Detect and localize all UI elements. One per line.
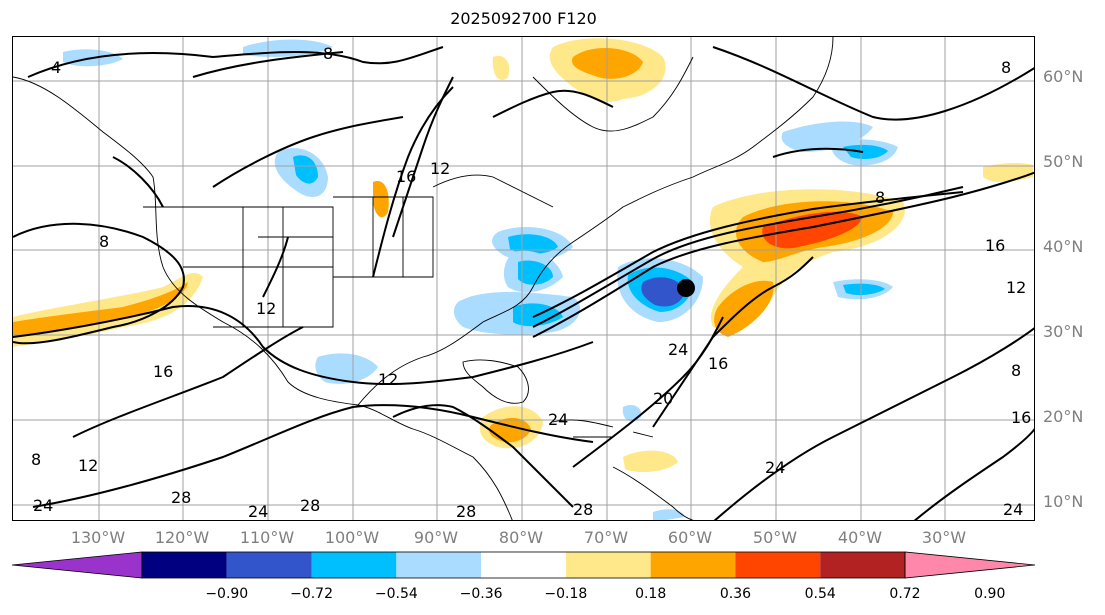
lon-label: 70°W [583, 528, 629, 547]
colorbar-extend-max [904, 551, 1036, 579]
contour-label: 8 [1001, 58, 1011, 77]
contour-label: 24 [33, 496, 53, 515]
colorbar-segment [735, 552, 821, 578]
contour-label: 16 [153, 362, 173, 381]
contour-label: 24 [668, 340, 688, 359]
lat-label: 50°N [1043, 152, 1084, 171]
colorbar-tick-label: 0.54 [804, 586, 836, 602]
contour-label: 28 [300, 496, 320, 515]
colorbar-tick-label: −0.54 [374, 586, 418, 602]
contour-label: 28 [171, 488, 191, 507]
contour-label: 12 [1006, 278, 1026, 297]
lon-label: 60°W [667, 528, 713, 547]
contour-label: 8 [99, 232, 109, 251]
lon-label: 90°W [413, 528, 459, 547]
contour-label: 8 [1011, 361, 1021, 380]
contour-label: 28 [573, 500, 593, 519]
contour-label: 24 [248, 502, 268, 521]
lon-label: 100°W [324, 528, 380, 547]
contour-label-group: 4 8 8 8 8 8 8 12 12 12 12 12 16 16 16 16… [31, 44, 1031, 521]
map-canvas: 4 8 8 8 8 8 8 12 12 12 12 12 16 16 16 16… [13, 37, 1034, 521]
colorbar-tick-label: −0.36 [459, 586, 503, 602]
lon-label: 130°W [70, 528, 126, 547]
contour-label: 12 [378, 370, 398, 389]
contour-label: 4 [51, 58, 61, 77]
lon-label: 50°W [752, 528, 798, 547]
contour-label: 16 [708, 354, 728, 373]
colorbar-segment [396, 552, 482, 578]
colorbar-segment [226, 552, 312, 578]
colorbar-tick-label: 0.36 [719, 586, 752, 602]
contour-label: 8 [31, 450, 41, 469]
colorbar-tick-label: 0.18 [635, 586, 667, 602]
lat-label: 10°N [1043, 492, 1084, 511]
map-title: 2025092700 F120 [450, 9, 597, 28]
lon-label: 80°W [498, 528, 544, 547]
colorbar [11, 551, 1036, 579]
colorbar-tick-label: 0.90 [974, 586, 1006, 602]
contour-label: 28 [456, 502, 476, 521]
contour-label: 12 [430, 159, 450, 178]
lat-label: 60°N [1043, 67, 1084, 86]
colorbar-segment [311, 552, 397, 578]
colorbar-tick-label: −0.18 [544, 586, 588, 602]
lat-label: 20°N [1043, 407, 1084, 426]
storm-center-marker [677, 279, 695, 297]
contour-lines [13, 46, 1034, 520]
contour-label: 8 [875, 188, 885, 207]
colorbar-segment [820, 552, 905, 578]
contour-label: 24 [548, 410, 568, 429]
colorbar-tick-label: −0.90 [205, 586, 249, 602]
colorbar-segment [142, 552, 227, 578]
lon-label: 110°W [239, 528, 295, 547]
contour-label: 24 [1003, 500, 1023, 519]
contour-label: 24 [765, 458, 785, 477]
lat-label: 30°N [1043, 322, 1084, 341]
colorbar-segment [481, 552, 566, 578]
contour-label: 16 [1011, 408, 1031, 427]
anomaly-fill [13, 38, 1033, 520]
colorbar-tick-label: 0.72 [889, 586, 921, 602]
contour-label: 12 [256, 299, 276, 318]
colorbar-segment [650, 552, 736, 578]
contour-label: 12 [78, 456, 98, 475]
lat-label: 40°N [1043, 237, 1084, 256]
lon-label: 120°W [154, 528, 210, 547]
coastlines [13, 37, 834, 520]
contour-label: 8 [323, 44, 333, 63]
lon-label: 40°W [837, 528, 883, 547]
colorbar-segment [565, 552, 651, 578]
colorbar-outline [141, 551, 906, 579]
contour-label: 16 [396, 167, 416, 186]
colorbar-extend-min [11, 551, 143, 579]
colorbar-segments [11, 551, 1036, 579]
contour-label: 20 [653, 389, 673, 408]
lon-label: 30°W [921, 528, 967, 547]
contour-label: 16 [985, 236, 1005, 255]
map-panel: 4 8 8 8 8 8 8 12 12 12 12 12 16 16 16 16… [12, 36, 1035, 521]
colorbar-tick-label: −0.72 [290, 586, 333, 602]
